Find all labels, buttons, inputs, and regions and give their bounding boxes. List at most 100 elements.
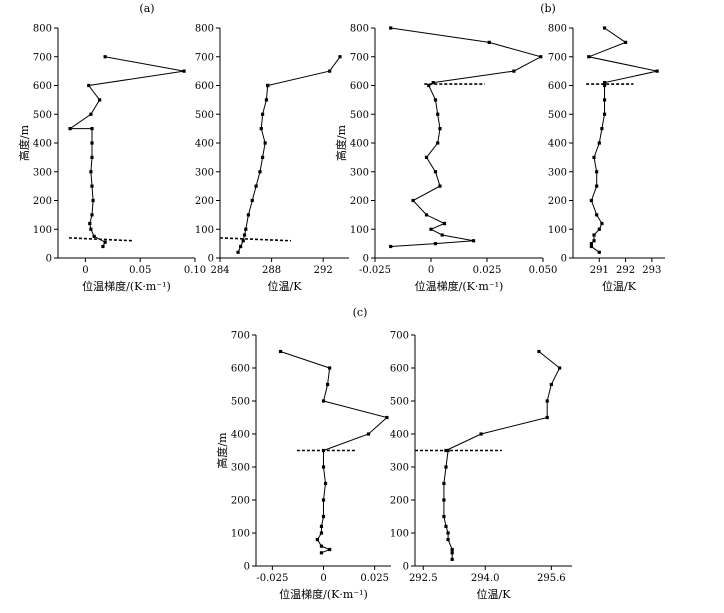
y-tick-label-b-2-0: 0: [561, 254, 567, 265]
series-line-b-2: [587, 27, 658, 253]
data-point-b-2-6: [600, 221, 604, 226]
data-point-a-2-4: [244, 227, 248, 231]
y-tick-label-b-2-700: 700: [548, 52, 567, 63]
data-point-c-2-6: [442, 514, 446, 519]
series-line-b-1: [390, 27, 543, 247]
x-tick-label-a-1-0: 0: [82, 265, 88, 276]
data-point-b-2-12: [597, 141, 601, 145]
data-point-a-1-2: [92, 234, 96, 239]
x-tick-label-c-2-0: 292.5: [409, 573, 438, 584]
data-point-a-1-11: [90, 127, 94, 131]
data-point-a-2-5: [246, 213, 250, 217]
data-point-b-1-20: [487, 40, 491, 44]
data-point-a-1-13: [89, 112, 93, 116]
y-tick-label-c-2-200: 200: [390, 496, 409, 507]
y-tick-label-c-2-500: 500: [390, 397, 409, 408]
data-point-a-1-3: [89, 227, 93, 231]
y-tick-label-b-1-0: 0: [363, 254, 369, 265]
data-point-c-2-5: [444, 524, 448, 528]
data-point-b-1-6: [442, 221, 447, 226]
data-point-a-2-15: [266, 83, 270, 88]
y-tick-label-a-1-500: 500: [33, 110, 52, 121]
data-point-a-2-10: [263, 141, 267, 145]
y-tick-label-b-2-200: 200: [548, 196, 567, 207]
y-tick-label-c-2-600: 600: [390, 364, 409, 375]
y-tick-label-b-1-300: 300: [350, 167, 369, 178]
data-point-c-1-6: [321, 514, 326, 519]
x-tick-label-a-1-1: 0.05: [129, 265, 151, 276]
data-point-b-1-16: [427, 83, 431, 88]
data-point-b-1-13: [438, 127, 442, 131]
data-point-c-2-8: [442, 481, 446, 486]
y-tick-label-b-1-800: 800: [350, 24, 369, 35]
y-tick-label-c-1-100: 100: [231, 529, 250, 540]
series-line-c-2: [443, 351, 561, 560]
data-point-a-1-6: [91, 198, 95, 203]
y-tick-label-b-1-600: 600: [350, 81, 369, 92]
x-tick-label-b-2-0: 291: [590, 265, 609, 276]
x-tick-label-b-1-2: 0.025: [473, 265, 502, 276]
data-point-b-2-18: [655, 69, 659, 73]
data-point-b-1-1: [433, 242, 438, 246]
x-tick-label-b-1-1: 0: [428, 265, 434, 276]
y-tick-label-c-2-400: 400: [390, 430, 409, 441]
data-point-b-1-7: [424, 213, 429, 217]
data-point-a-1-8: [89, 170, 93, 174]
y-tick-label-a-2-800: 800: [195, 24, 214, 35]
data-point-a-2-7: [254, 184, 258, 188]
y-tick-label-b-2-600: 600: [548, 81, 567, 92]
y-tick-label-a-2-200: 200: [195, 196, 214, 207]
data-point-c-2-1: [450, 551, 454, 555]
data-point-a-1-14: [98, 98, 102, 102]
y-axis-label-a-1: 高度/m: [17, 124, 31, 161]
y-tick-label-b-1-500: 500: [350, 110, 369, 121]
y-tick-label-b-2-500: 500: [548, 110, 567, 121]
data-point-a-1-17: [103, 55, 107, 59]
y-tick-label-b-2-300: 300: [548, 167, 567, 178]
data-point-a-2-12: [260, 112, 265, 116]
y-tick-label-a-2-100: 100: [195, 225, 214, 236]
y-tick-label-b-1-400: 400: [350, 139, 369, 150]
data-point-c-1-3: [315, 538, 319, 542]
data-point-b-1-9: [438, 184, 442, 188]
data-point-a-2-11: [259, 127, 263, 131]
y-tick-label-a-1-0: 0: [46, 254, 52, 265]
y-tick-label-b-1-200: 200: [350, 196, 369, 207]
data-point-b-2-10: [595, 170, 599, 174]
x-axis-label-a-1: 位温梯度/(K·m⁻¹): [82, 279, 171, 293]
y-tick-label-a-1-700: 700: [33, 52, 52, 63]
y-tick-label-b-2-100: 100: [548, 225, 567, 236]
x-tick-label-c-1-1: 0: [320, 573, 326, 584]
y-tick-label-a-2-700: 700: [195, 52, 214, 63]
data-point-c-2-17: [537, 349, 541, 354]
x-tick-label-c-2-2: 295.6: [537, 573, 566, 584]
data-point-c-1-2: [319, 544, 324, 548]
data-point-b-2-5: [597, 227, 601, 231]
data-point-b-2-9: [595, 184, 599, 188]
y-tick-label-c-1-200: 200: [231, 496, 250, 507]
data-point-c-2-15: [549, 382, 553, 387]
data-point-c-1-11: [366, 432, 371, 436]
panel-label-c-1: (c): [353, 306, 368, 319]
data-point-a-1-16: [182, 69, 186, 73]
x-tick-label-a-1-2: 0.10: [184, 265, 206, 276]
data-point-b-2-0: [597, 250, 601, 254]
data-point-c-1-0: [319, 551, 324, 555]
x-tick-label-a-2-2: 292: [314, 265, 333, 276]
data-point-c-2-3: [446, 538, 450, 542]
data-point-c-2-4: [446, 531, 450, 535]
data-point-a-2-8: [258, 170, 262, 174]
x-tick-label-b-1-0: -0.025: [359, 265, 391, 276]
data-point-a-1-7: [90, 184, 94, 188]
data-point-b-2-1: [589, 244, 593, 249]
data-point-a-2-17: [338, 55, 342, 59]
data-point-b-2-7: [595, 213, 599, 217]
data-point-c-2-13: [545, 415, 549, 420]
data-point-a-1-5: [90, 213, 94, 217]
data-point-b-1-12: [436, 141, 440, 145]
y-tick-label-c-2-100: 100: [390, 529, 409, 540]
data-point-c-1-15: [328, 366, 332, 370]
data-point-b-1-21: [389, 26, 393, 30]
y-tick-label-a-2-600: 600: [195, 81, 214, 92]
